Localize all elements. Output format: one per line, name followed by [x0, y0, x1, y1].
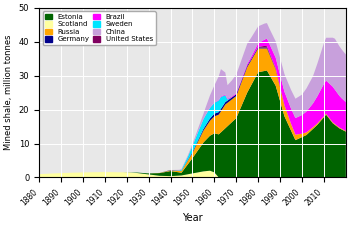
Legend: Estonia, Scotland, Russia, Germany, Brazil, Sweden, China, United States: Estonia, Scotland, Russia, Germany, Braz… — [43, 11, 156, 45]
Y-axis label: Mined shale, million tonnes: Mined shale, million tonnes — [4, 35, 13, 150]
X-axis label: Year: Year — [182, 213, 203, 223]
